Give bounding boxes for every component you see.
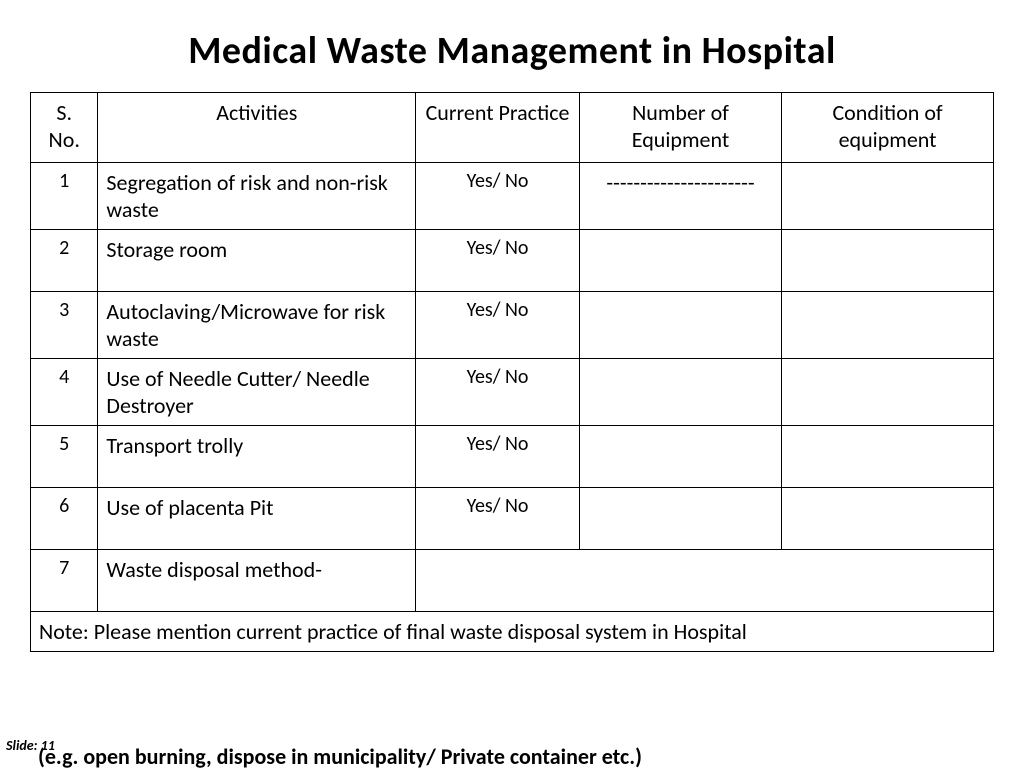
cell-sno: 6	[31, 488, 98, 550]
cell-sno: 5	[31, 426, 98, 488]
page-title: Medical Waste Management in Hospital	[30, 28, 994, 74]
table-header-row: S. No. Activities Current Practice Numbe…	[31, 93, 994, 163]
waste-management-table: S. No. Activities Current Practice Numbe…	[30, 92, 994, 652]
cell-number	[579, 359, 781, 426]
note-continuation: (e.g. open burning, dispose in municipal…	[38, 743, 642, 770]
table-row: 7 Waste disposal method-	[31, 550, 994, 612]
cell-activity: Segregation of risk and non-risk waste	[98, 163, 416, 230]
note-cell: Note: Please mention current practice of…	[31, 612, 994, 652]
cell-condition	[782, 230, 994, 292]
cell-condition	[782, 426, 994, 488]
col-condition: Condition of equipment	[782, 93, 994, 163]
cell-number	[579, 292, 781, 359]
cell-sno: 3	[31, 292, 98, 359]
cell-number	[579, 230, 781, 292]
cell-current: Yes/ No	[416, 163, 580, 230]
cell-condition	[782, 292, 994, 359]
cell-number: ----------------------	[579, 163, 781, 230]
cell-number	[579, 426, 781, 488]
cell-sno: 4	[31, 359, 98, 426]
table-row: 4 Use of Needle Cutter/ Needle Destroyer…	[31, 359, 994, 426]
table-row: 2 Storage room Yes/ No	[31, 230, 994, 292]
cell-activity: Use of placenta Pit	[98, 488, 416, 550]
cell-condition	[782, 488, 994, 550]
cell-condition	[782, 163, 994, 230]
cell-current: Yes/ No	[416, 359, 580, 426]
col-current: Current Practice	[416, 93, 580, 163]
table-row: 5 Transport trolly Yes/ No	[31, 426, 994, 488]
table-row: 1 Segregation of risk and non-risk waste…	[31, 163, 994, 230]
cell-activity: Storage room	[98, 230, 416, 292]
cell-merged	[416, 550, 994, 612]
cell-condition	[782, 359, 994, 426]
cell-activity: Autoclaving/Microwave for risk waste	[98, 292, 416, 359]
cell-sno: 1	[31, 163, 98, 230]
cell-current: Yes/ No	[416, 488, 580, 550]
table-row: 3 Autoclaving/Microwave for risk waste Y…	[31, 292, 994, 359]
col-activities: Activities	[98, 93, 416, 163]
cell-current: Yes/ No	[416, 230, 580, 292]
col-sno: S. No.	[31, 93, 98, 163]
cell-sno: 7	[31, 550, 98, 612]
cell-activity: Transport trolly	[98, 426, 416, 488]
cell-current: Yes/ No	[416, 426, 580, 488]
cell-current: Yes/ No	[416, 292, 580, 359]
cell-activity: Use of Needle Cutter/ Needle Destroyer	[98, 359, 416, 426]
col-number: Number of Equipment	[579, 93, 781, 163]
cell-activity: Waste disposal method-	[98, 550, 416, 612]
table-note-row: Note: Please mention current practice of…	[31, 612, 994, 652]
cell-number	[579, 488, 781, 550]
table-row: 6 Use of placenta Pit Yes/ No	[31, 488, 994, 550]
cell-sno: 2	[31, 230, 98, 292]
